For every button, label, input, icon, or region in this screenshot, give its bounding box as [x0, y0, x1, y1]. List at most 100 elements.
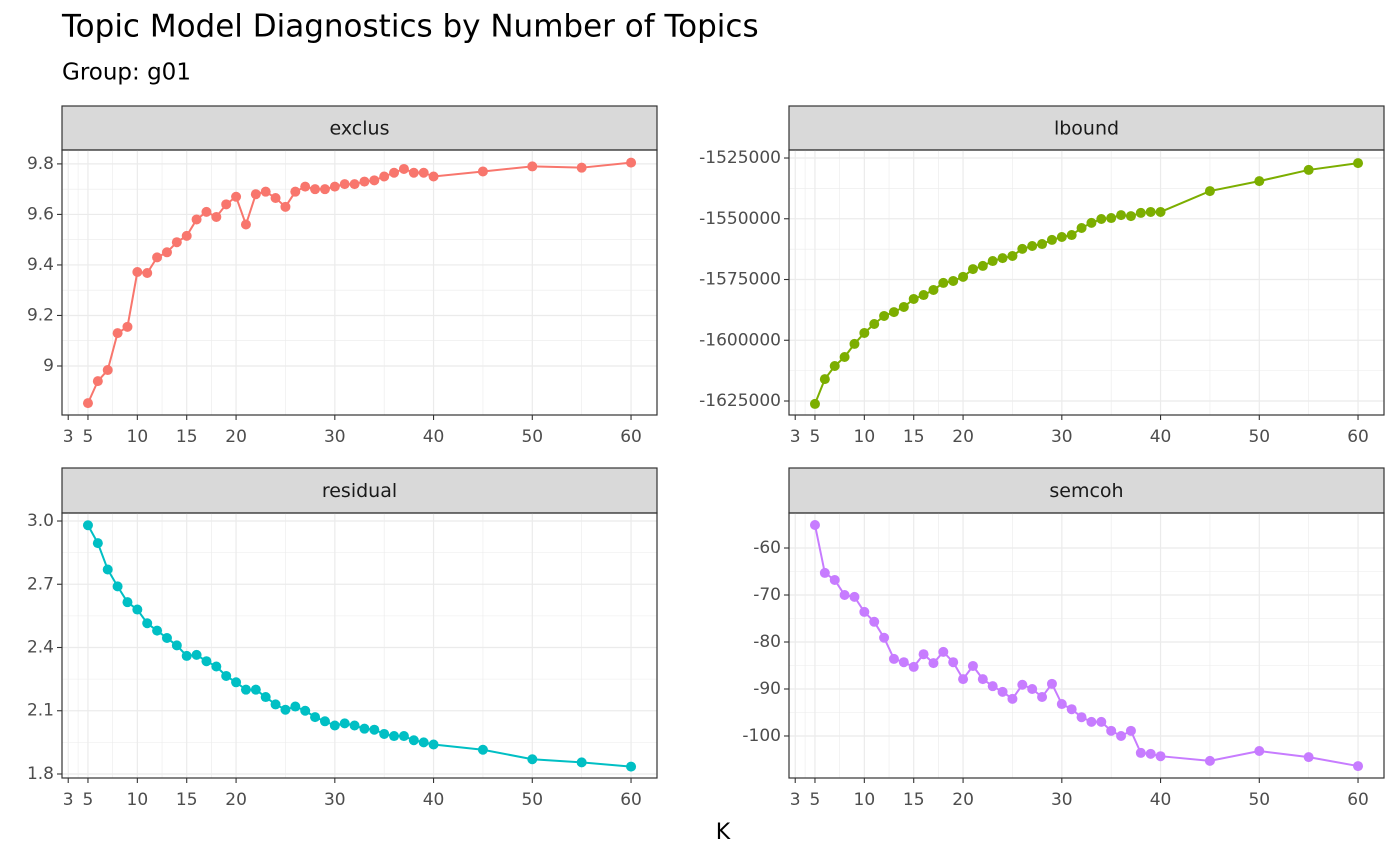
data-point	[201, 656, 212, 667]
data-point	[879, 310, 890, 321]
data-point	[948, 657, 959, 668]
y-tick-label: -1575000	[699, 270, 781, 290]
x-tick-label: 30	[324, 790, 346, 810]
x-tick-label: 40	[423, 790, 445, 810]
data-point	[240, 219, 251, 230]
data-point	[359, 723, 370, 734]
series-line	[87, 524, 632, 768]
data-point	[1353, 158, 1364, 169]
x-tick-label: 50	[521, 790, 543, 810]
data-point	[1155, 751, 1166, 762]
data-point	[1007, 693, 1018, 704]
data-point	[398, 163, 409, 174]
data-point	[958, 674, 969, 685]
data-point	[112, 581, 123, 592]
data-point	[888, 653, 899, 664]
data-point	[1076, 222, 1087, 233]
x-tick-label: 40	[1150, 427, 1172, 447]
data-point	[132, 267, 143, 278]
data-point	[201, 206, 212, 217]
data-point	[477, 744, 488, 755]
x-tick-label: 15	[903, 790, 925, 810]
data-point	[102, 564, 113, 575]
y-tick-label: 2.1	[27, 701, 54, 721]
data-point	[339, 179, 350, 190]
y-tick-label: -80	[753, 632, 781, 652]
x-tick-label: 3	[63, 427, 74, 447]
y-tick-label: -1625000	[699, 391, 781, 411]
data-point	[300, 705, 311, 716]
data-point	[987, 681, 998, 692]
data-point	[1125, 725, 1136, 736]
x-tick-label: 20	[952, 790, 974, 810]
data-point	[349, 179, 360, 190]
data-point	[849, 338, 860, 349]
data-point	[82, 520, 93, 531]
y-tick-label: 9.4	[27, 255, 54, 275]
x-tick-label: 5	[810, 427, 821, 447]
data-point	[398, 731, 409, 742]
data-point	[626, 157, 637, 168]
data-point	[918, 290, 929, 301]
data-point	[819, 567, 830, 578]
data-point	[211, 211, 222, 222]
data-point	[1037, 239, 1048, 250]
data-point	[859, 327, 870, 338]
x-tick-label: 50	[1248, 790, 1270, 810]
x-tick-label: 5	[810, 790, 821, 810]
data-point	[859, 606, 870, 617]
data-point	[908, 661, 919, 672]
x-tick-label: 30	[1051, 790, 1073, 810]
data-point	[122, 321, 133, 332]
data-point	[1116, 210, 1127, 221]
data-point	[809, 519, 820, 530]
data-point	[849, 591, 860, 602]
panel-border	[61, 149, 658, 416]
data-point	[626, 761, 637, 772]
data-point	[290, 701, 301, 712]
data-point	[477, 166, 488, 177]
series-line	[813, 524, 1359, 768]
strip-label: semcoh	[1049, 480, 1123, 502]
data-point	[270, 699, 281, 710]
data-point	[987, 256, 998, 267]
data-point	[967, 264, 978, 275]
x-tick-label: 10	[854, 427, 876, 447]
y-tick-label: -1550000	[699, 209, 781, 229]
data-point	[1254, 746, 1265, 757]
data-point	[928, 658, 939, 669]
data-point	[389, 731, 400, 742]
y-tick-label: -1600000	[699, 330, 781, 350]
data-point	[300, 181, 311, 192]
data-point	[310, 712, 321, 723]
data-point	[1017, 679, 1028, 690]
data-point	[1066, 704, 1077, 715]
data-point	[938, 277, 949, 288]
x-tick-label: 10	[127, 790, 149, 810]
data-point	[369, 724, 380, 735]
data-point	[938, 646, 949, 657]
data-point	[1254, 176, 1265, 187]
data-point	[977, 674, 988, 685]
data-point	[1046, 234, 1057, 245]
data-point	[1037, 691, 1048, 702]
y-tick-label: -70	[753, 585, 781, 605]
data-point	[977, 260, 988, 271]
x-tick-label: 5	[83, 790, 94, 810]
x-tick-label: 50	[521, 427, 543, 447]
x-tick-label: 60	[620, 790, 642, 810]
data-point	[1086, 716, 1097, 727]
data-point	[829, 361, 840, 372]
data-point	[1046, 678, 1057, 689]
strip	[788, 105, 1385, 151]
data-point	[527, 161, 538, 172]
data-point	[152, 625, 163, 636]
data-point	[1145, 748, 1156, 759]
data-point	[869, 318, 880, 329]
x-tick-label: 15	[176, 427, 198, 447]
data-point	[1017, 243, 1028, 254]
data-point	[161, 247, 172, 258]
data-point	[1106, 725, 1117, 736]
data-point	[389, 167, 400, 178]
